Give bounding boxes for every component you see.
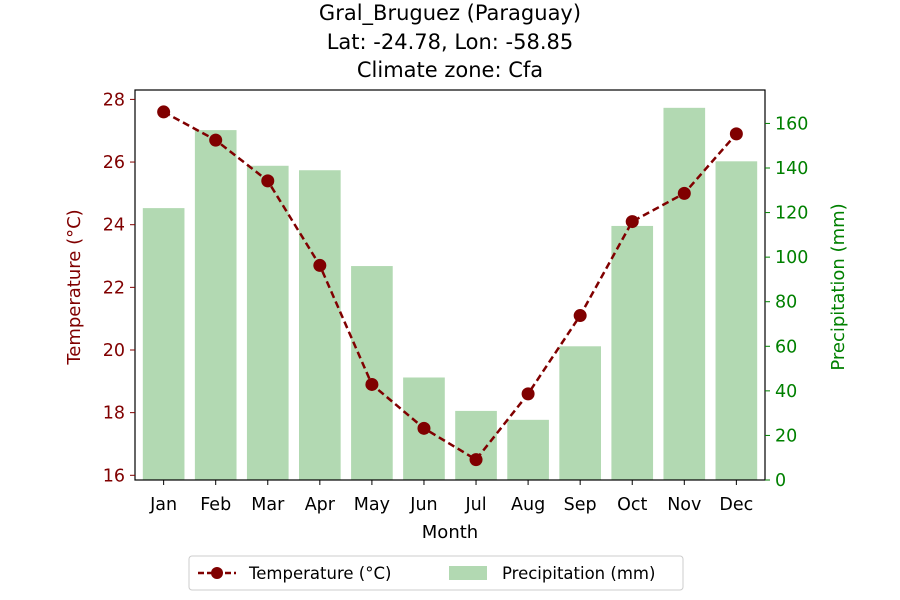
y-left-tick-label: 22 <box>103 278 125 298</box>
y-right-tick-label: 80 <box>775 293 797 313</box>
precipitation-bar-may <box>351 266 393 480</box>
precipitation-bar-aug <box>507 419 549 480</box>
temperature-series-line <box>163 110 738 462</box>
y-right-tick-label: 160 <box>775 114 808 134</box>
x-tick-label: Jul <box>464 495 486 515</box>
temperature-point-jul <box>469 453 483 467</box>
x-tick-label: Oct <box>617 495 647 515</box>
temperature-point-dec <box>729 127 743 141</box>
y-right-tick-label: 20 <box>775 426 797 446</box>
precipitation-bars <box>142 107 758 481</box>
y-right-tick-label: 60 <box>775 337 797 357</box>
y-right-tick-label: 120 <box>775 204 808 224</box>
precipitation-bar-jan <box>142 208 185 480</box>
y-right-tick-label: 140 <box>775 159 808 179</box>
y-right-tick-label: 100 <box>775 248 808 268</box>
precipitation-bar-jul <box>455 410 497 480</box>
x-tick-label: Mar <box>251 495 285 515</box>
precipitation-bar-mar <box>246 165 289 480</box>
precipitation-bar-dec <box>715 161 758 481</box>
x-tick-label: Jan <box>149 495 177 515</box>
axes: Jan Feb Mar Apr May Jun Jul Aug Sep Oct Nov Dec 16 18… <box>103 89 808 515</box>
temperature-point-aug <box>521 387 535 401</box>
temperature-point-nov <box>677 186 691 200</box>
temperature-point-jan <box>157 105 171 119</box>
precipitation-bar-oct <box>611 225 654 480</box>
temperature-point-oct <box>625 215 639 229</box>
y-left-tick-label: 20 <box>103 341 125 361</box>
y-left-tick-label: 18 <box>103 404 125 424</box>
legend: Temperature (°C) Precipitation (mm) <box>188 555 684 591</box>
precipitation-bar-nov <box>663 107 706 480</box>
x-tick-label: Apr <box>305 495 336 515</box>
y-axis-left-label: Temperature (°C) <box>64 209 85 365</box>
y-right-tick-label: 40 <box>775 382 797 402</box>
legend-precipitation-swatch-icon <box>449 566 487 580</box>
precipitation-bar-apr <box>299 170 341 480</box>
x-tick-label: Aug <box>511 495 545 515</box>
precipitation-bar-feb <box>194 130 237 480</box>
legend-temperature-marker-icon <box>211 567 223 579</box>
temperature-point-feb <box>209 133 223 147</box>
x-tick-label: May <box>354 495 390 515</box>
x-tick-label: Nov <box>667 495 701 515</box>
y-left-tick-label: 16 <box>103 466 125 486</box>
x-tick-label: Dec <box>719 495 753 515</box>
temperature-line <box>157 105 743 467</box>
legend-temperature-label: Temperature (°C) <box>248 564 391 583</box>
y-right-tick-label: 0 <box>775 471 786 491</box>
legend-box <box>188 555 684 591</box>
plot-frame <box>134 89 766 481</box>
y-left-tick-label: 28 <box>103 90 125 110</box>
y-left-tick-label: 26 <box>103 153 125 173</box>
y-left-tick-label: 24 <box>103 216 125 236</box>
temperature-point-mar <box>261 174 275 188</box>
legend-precipitation-label: Precipitation (mm) <box>502 564 655 583</box>
temperature-point-apr <box>313 258 327 272</box>
chart-title-line-3: Climate zone: Cfa <box>357 58 543 82</box>
chart-title-line-1: Gral_Bruguez (Paraguay) <box>319 1 581 26</box>
x-tick-label: Feb <box>200 495 231 515</box>
temperature-point-sep <box>573 309 587 323</box>
precipitation-bar-sep <box>559 346 601 480</box>
x-axis-label: Month <box>422 522 478 543</box>
x-tick-label: Jun <box>409 495 437 515</box>
y-axis-right-label: Precipitation (mm) <box>828 203 849 370</box>
temperature-point-jun <box>417 421 431 435</box>
temperature-point-may <box>365 377 379 391</box>
chart-title-line-2: Lat: -24.78, Lon: -58.85 <box>327 30 574 54</box>
x-tick-label: Sep <box>564 495 597 515</box>
